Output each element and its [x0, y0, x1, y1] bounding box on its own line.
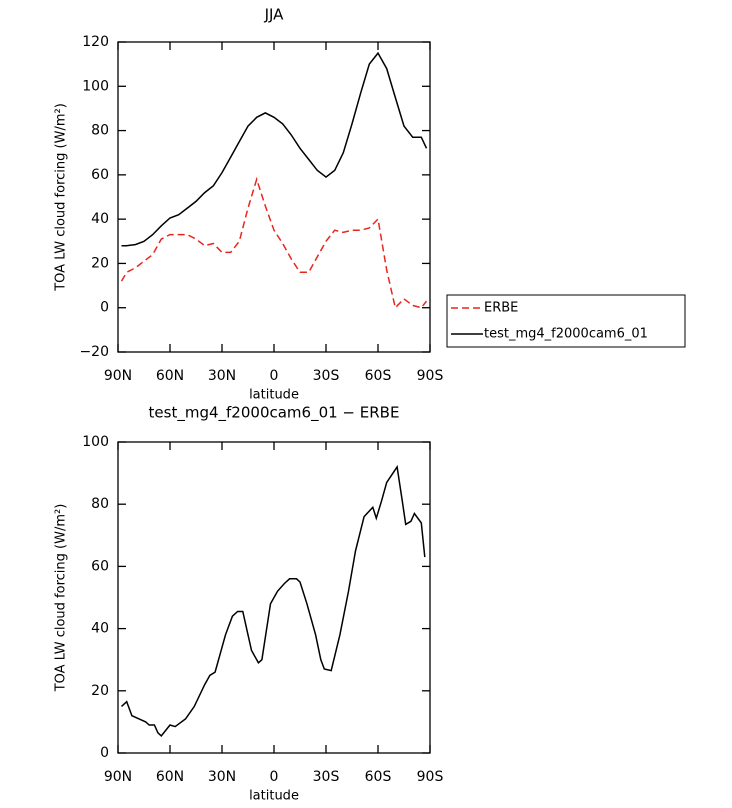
x-tick-label: 90S: [417, 368, 444, 384]
chart-title: JJA: [264, 6, 285, 24]
x-tick-label: 30N: [208, 368, 236, 384]
y-tick-label: 40: [91, 211, 109, 227]
x-tick-label: 60S: [365, 368, 392, 384]
y-axis-title: TOA LW cloud forcing (W/m²): [54, 103, 69, 292]
y-tick-label: 60: [91, 558, 109, 574]
y-tick-label: 40: [91, 621, 109, 637]
data-line: [121, 51, 428, 247]
legend-box: [446, 294, 686, 348]
y-tick-label: 80: [91, 496, 109, 512]
y-axis-title: TOA LW cloud forcing (W/m²): [54, 504, 69, 693]
x-axis-title: latitude: [249, 789, 299, 804]
y-tick-label: 120: [82, 34, 109, 50]
chart-title: test_mg4_f2000cam6_01 − ERBE: [149, 404, 400, 423]
y-tick-label: 100: [82, 434, 109, 450]
x-tick-label: 30S: [313, 368, 340, 384]
y-tick-label: 60: [91, 167, 109, 183]
y-tick-label: 20: [91, 255, 109, 271]
x-tick-label: 90S: [417, 769, 444, 785]
x-tick-label: 30N: [208, 769, 236, 785]
legend-label: test_mg4_f2000cam6_01: [484, 327, 648, 342]
x-tick-label: 30S: [313, 769, 340, 785]
x-tick-label: 90N: [104, 368, 132, 384]
y-tick-label: 0: [100, 745, 109, 761]
x-tick-label: 60N: [156, 769, 184, 785]
y-tick-label: 0: [100, 300, 109, 316]
legend-label: ERBE: [484, 301, 518, 316]
y-tick-label: 100: [82, 78, 109, 94]
x-tick-label: 60N: [156, 368, 184, 384]
plot-frame: [117, 41, 431, 353]
x-tick-label: 90N: [104, 769, 132, 785]
data-line: [120, 176, 428, 310]
x-tick-label: 0: [270, 769, 279, 785]
x-tick-label: 60S: [365, 769, 392, 785]
y-tick-label: 80: [91, 123, 109, 139]
data-line: [120, 464, 426, 737]
x-tick-label: 0: [270, 368, 279, 384]
y-tick-label: 20: [91, 683, 109, 699]
x-axis-title: latitude: [249, 388, 299, 403]
y-tick-label: −20: [79, 344, 109, 360]
